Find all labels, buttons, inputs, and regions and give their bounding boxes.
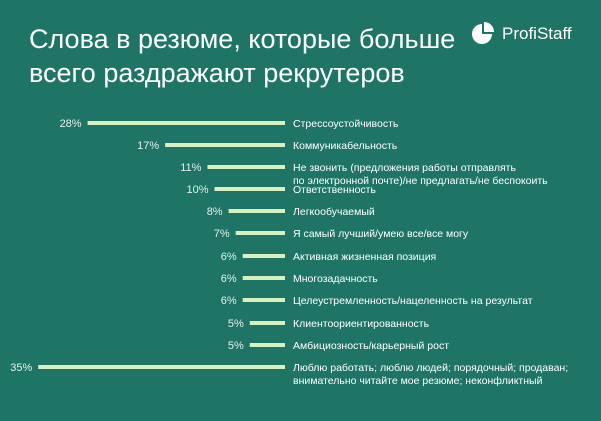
category-label-3: Не звонить (предложения работы отправлят… [293, 162, 548, 187]
category-label-10: Клиентоориентированность [293, 318, 430, 330]
bar-7 [242, 254, 285, 258]
value-label-10: 5% [228, 318, 244, 330]
bar-1 [87, 121, 285, 125]
bar-6 [235, 231, 285, 235]
bar-11 [249, 343, 285, 347]
brand-name: ProfiStaff [502, 24, 572, 43]
value-label-12: 35% [10, 362, 32, 374]
value-label-3: 11% [180, 162, 201, 174]
bar-8 [242, 276, 285, 280]
value-label-1: 28% [60, 118, 82, 130]
category-label-6: Я самый лучший/умею все/все могу [293, 228, 469, 240]
bar-10 [249, 321, 285, 325]
category-label-8: Многозадачность [293, 273, 378, 285]
value-label-6: 7% [214, 228, 230, 240]
category-label-1: Стрессоустойчивость [293, 118, 399, 130]
brand-logo: ProfiStaff [470, 20, 572, 48]
pie-chart-logo-icon [472, 22, 494, 44]
value-label-11: 5% [228, 340, 244, 352]
bar-9 [242, 298, 285, 302]
bar-4 [214, 187, 285, 191]
value-label-5: 8% [207, 206, 223, 218]
bar-12 [38, 365, 285, 369]
bar-3 [207, 165, 285, 169]
page-title: Слова в резюме, которые больше всего раз… [29, 22, 456, 90]
value-label-4: 10% [186, 184, 208, 196]
value-label-8: 6% [221, 273, 237, 285]
category-label-2: Коммуникабельность [293, 140, 398, 152]
category-label-7: Активная жизненная позиция [293, 251, 436, 263]
category-label-4: Ответственность [293, 184, 376, 196]
category-label-5: Легкообучаемый [293, 206, 375, 218]
value-label-2: 17% [137, 140, 159, 152]
category-label-11: Амбициозность/карьерный рост [293, 340, 449, 352]
category-label-9: Целеустремленность/нацеленность на резул… [293, 295, 533, 307]
bar-5 [228, 209, 285, 213]
page-title-line-2: всего раздражают рекрутеров [29, 58, 405, 88]
value-label-7: 6% [221, 251, 237, 263]
value-label-9: 6% [221, 295, 237, 307]
page-title-line-1: Слова в резюме, которые больше [29, 24, 456, 54]
bar-2 [165, 143, 285, 147]
category-label-12: Люблю работать; люблю людей; порядочный;… [293, 362, 568, 387]
